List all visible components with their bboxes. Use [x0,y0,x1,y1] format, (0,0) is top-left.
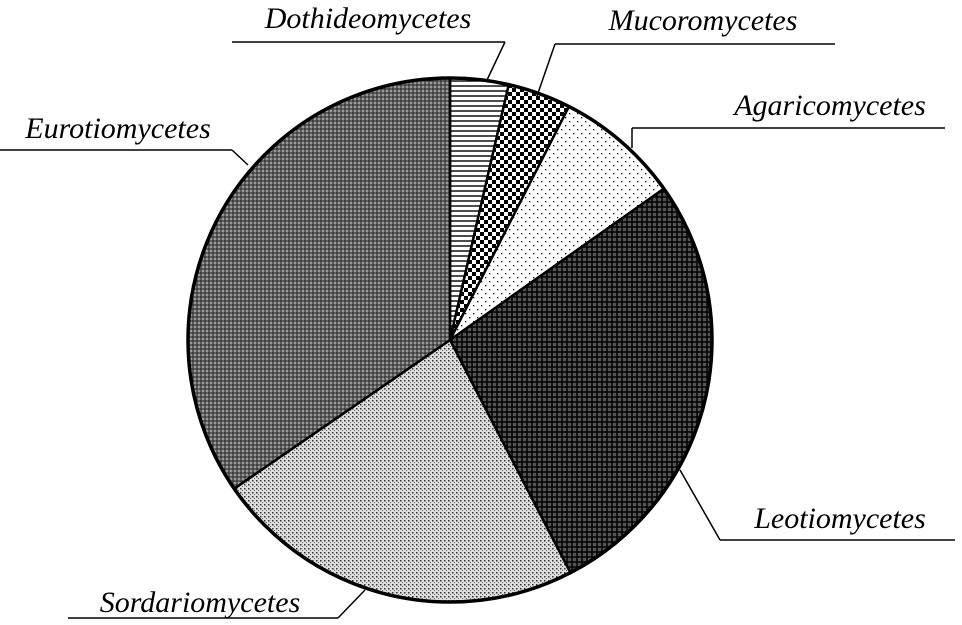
leader-line [679,469,721,541]
leader-line [231,149,249,166]
slice-label: Sordariomycetes [100,586,301,619]
slice-label: Agaricomycetes [732,89,926,122]
slice-label: Eurotiomycetes [24,112,211,145]
pie-outline [186,76,714,604]
leader-line [536,43,556,97]
slice-label: Mucoromycetes [608,4,798,37]
slice-label: Leotiomycetes [753,502,926,535]
slice-label: Dothideomycetes [264,2,472,35]
leader-line [486,41,506,81]
leader-line [337,589,366,619]
